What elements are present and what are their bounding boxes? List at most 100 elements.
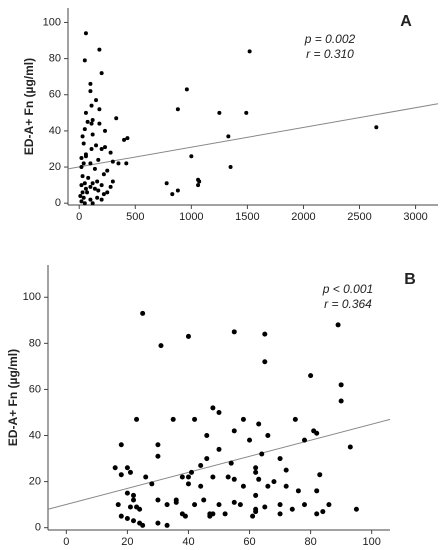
point	[207, 513, 213, 519]
point	[231, 476, 237, 482]
point	[256, 421, 262, 427]
point	[86, 175, 91, 180]
point	[204, 456, 210, 462]
point	[110, 159, 115, 164]
point	[95, 195, 100, 200]
point	[283, 467, 289, 473]
point	[125, 136, 130, 141]
point	[78, 193, 83, 198]
point	[225, 474, 231, 480]
point	[88, 81, 93, 86]
point	[164, 522, 170, 528]
point	[81, 141, 86, 146]
point	[240, 416, 246, 422]
point	[112, 465, 118, 471]
point	[115, 502, 121, 508]
point	[137, 506, 143, 512]
point	[89, 121, 94, 126]
point	[216, 502, 222, 508]
point	[124, 465, 130, 471]
point	[79, 165, 84, 170]
point	[110, 179, 115, 184]
point	[170, 192, 175, 197]
point	[228, 460, 234, 466]
y-tick-label: 40	[29, 429, 41, 441]
point	[131, 497, 136, 503]
point	[204, 433, 210, 439]
point	[256, 476, 262, 482]
point	[155, 442, 161, 448]
point	[158, 343, 164, 349]
y-tick-label: 60	[49, 89, 61, 101]
point	[289, 506, 295, 512]
point	[231, 329, 237, 335]
x-tick-label: 20	[121, 536, 133, 548]
point	[295, 488, 301, 494]
point	[226, 134, 231, 139]
point	[134, 416, 140, 422]
y-tick-label: 100	[23, 291, 41, 303]
point	[114, 116, 119, 121]
point	[277, 502, 283, 508]
point	[302, 502, 307, 508]
annotation: p = 0.002	[304, 32, 356, 46]
x-tick-label: 500	[126, 211, 144, 223]
point	[95, 179, 100, 184]
x-tick-label: 0	[76, 211, 82, 223]
point	[283, 483, 289, 489]
point	[99, 197, 104, 202]
point	[302, 437, 307, 443]
point	[96, 157, 101, 162]
point	[80, 174, 85, 179]
point	[185, 481, 191, 487]
point	[82, 58, 87, 63]
point	[88, 197, 93, 202]
point	[247, 437, 253, 443]
point	[96, 188, 101, 193]
point	[338, 398, 344, 404]
point	[247, 49, 252, 54]
point	[97, 47, 102, 52]
point	[124, 515, 130, 521]
point	[127, 504, 133, 510]
point	[196, 183, 201, 188]
point	[277, 456, 283, 462]
point	[347, 444, 353, 450]
point	[326, 502, 332, 508]
point	[90, 181, 95, 186]
y-tick-label: 20	[29, 476, 41, 488]
point	[97, 107, 102, 112]
point	[94, 98, 99, 103]
point	[92, 186, 97, 191]
point	[83, 31, 88, 36]
x-tick-label: 1000	[179, 211, 203, 223]
point	[92, 166, 97, 171]
point	[97, 121, 102, 126]
point	[216, 409, 222, 415]
point	[108, 184, 113, 189]
point	[81, 195, 86, 200]
point	[82, 201, 87, 206]
point	[101, 172, 106, 177]
point	[253, 469, 259, 475]
point	[164, 502, 170, 508]
point	[140, 522, 146, 528]
x-tick-label: 1500	[235, 211, 259, 223]
point	[99, 146, 104, 151]
point	[253, 509, 259, 515]
point	[90, 118, 95, 123]
x-tick-label: 2500	[347, 211, 371, 223]
point	[124, 161, 129, 166]
x-tick-label: 0	[63, 536, 69, 548]
point	[103, 145, 107, 150]
point	[175, 107, 180, 112]
y-tick-label: 80	[29, 337, 41, 349]
point	[164, 181, 169, 186]
point	[89, 146, 94, 151]
point	[250, 513, 256, 519]
point	[216, 446, 222, 452]
y-tick-label: 60	[29, 383, 41, 395]
point	[89, 103, 94, 108]
y-tick-label: 80	[49, 53, 61, 65]
